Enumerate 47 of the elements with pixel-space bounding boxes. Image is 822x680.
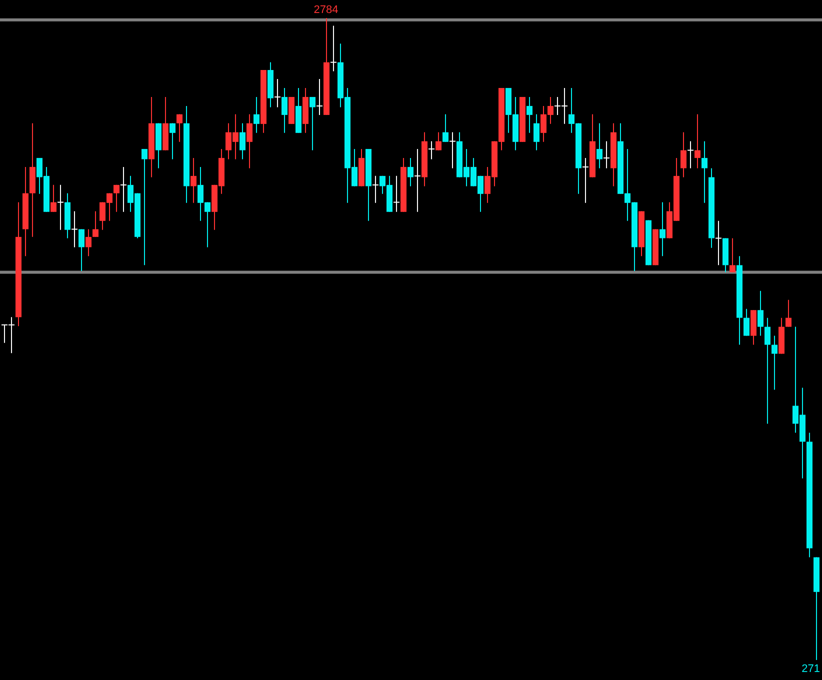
candlestick — [310, 96, 316, 151]
candlestick — [582, 157, 588, 204]
candlestick — [534, 114, 540, 151]
candlestick — [254, 96, 260, 134]
candlestick — [316, 78, 322, 116]
candlestick — [114, 184, 120, 212]
candlestick — [408, 157, 414, 187]
candlestick — [604, 140, 610, 169]
candlestick — [372, 175, 378, 204]
candlestick — [240, 122, 246, 160]
candlestick — [702, 140, 708, 204]
candlestick — [92, 210, 98, 238]
candlestick — [526, 96, 532, 134]
candlestick — [442, 114, 448, 142]
candlestick — [282, 87, 288, 134]
candlestick — [78, 228, 84, 272]
candlestick — [758, 290, 764, 336]
candlestick — [764, 317, 770, 424]
candlestick — [772, 335, 778, 390]
candlestick — [596, 122, 602, 169]
candlestick — [786, 299, 792, 328]
candlestick — [330, 25, 336, 72]
candlestick — [246, 114, 252, 169]
candlestick — [86, 228, 92, 257]
candlestick — [72, 210, 78, 248]
candlestick — [744, 308, 750, 336]
candlestick — [58, 184, 64, 230]
candlestick — [170, 122, 176, 160]
candlestick — [274, 78, 280, 108]
candlestick — [694, 114, 700, 169]
candlestick — [142, 148, 148, 266]
candlestick — [50, 184, 56, 212]
candlestick — [730, 238, 736, 273]
candlestick — [680, 132, 686, 178]
text: 2784 — [314, 4, 338, 16]
candlestick — [176, 114, 182, 142]
candlestick — [436, 132, 442, 151]
candlestick — [394, 175, 400, 212]
candlestick — [450, 132, 456, 169]
candlestick — [688, 140, 694, 169]
candlestick — [414, 148, 420, 212]
candlestick — [716, 220, 722, 266]
text: 271 — [802, 663, 820, 675]
candlestick — [190, 157, 196, 204]
candlestick — [120, 166, 126, 212]
candlestick — [660, 202, 666, 257]
candlestick — [428, 140, 434, 160]
